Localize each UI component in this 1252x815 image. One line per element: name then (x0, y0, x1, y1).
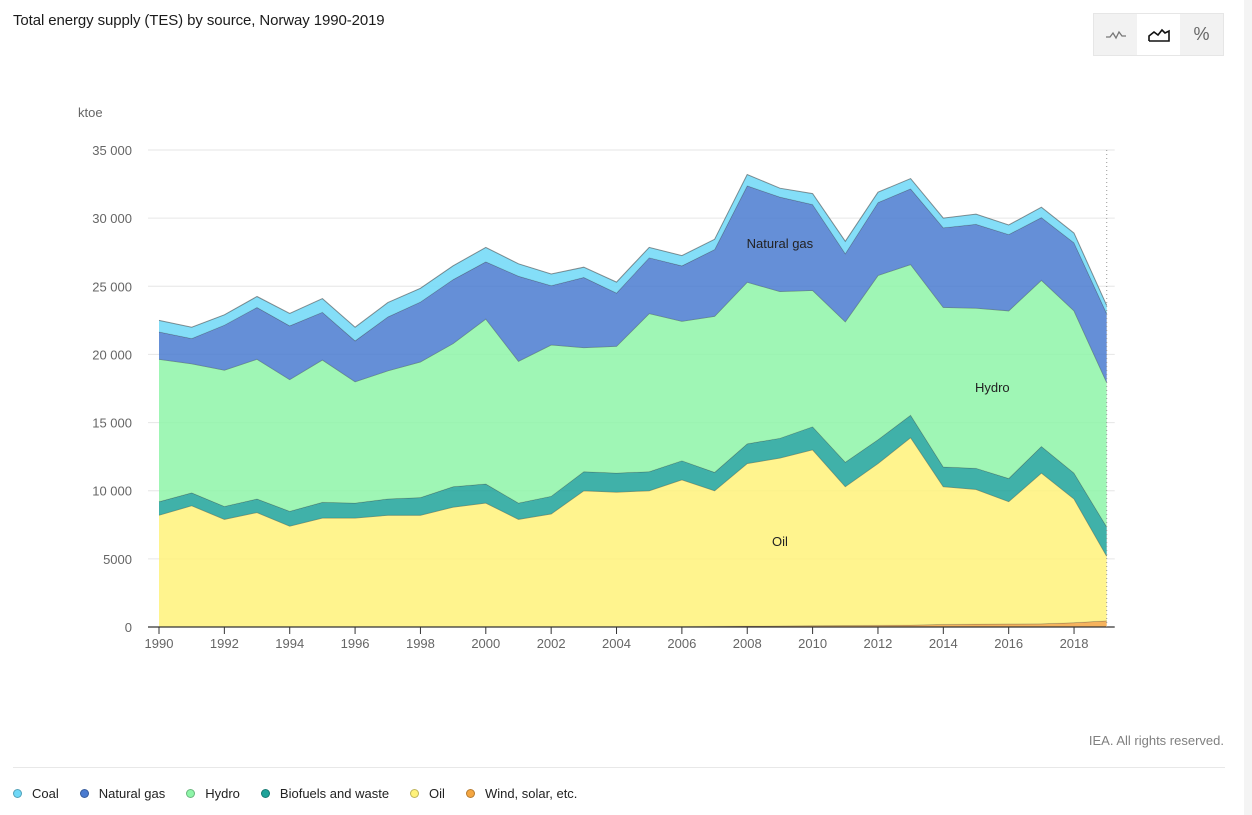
x-tick-label: 1996 (341, 636, 370, 651)
legend: Coal Natural gas Hydro Biofuels and wast… (13, 786, 598, 801)
x-tick-label: 1990 (145, 636, 174, 651)
chart-title: Total energy supply (TES) by source, Nor… (13, 12, 385, 29)
legend-divider (13, 767, 1225, 768)
legend-label: Hydro (205, 786, 240, 801)
y-tick-label: 15 000 (92, 416, 132, 431)
area-natural-gas[interactable] (159, 185, 1107, 383)
y-axis-label: ktoe (78, 105, 103, 120)
legend-item-natural-gas[interactable]: Natural gas (79, 786, 166, 801)
x-tick-label: 2004 (602, 636, 631, 651)
x-tick-label: 2010 (798, 636, 827, 651)
x-tick-label: 2014 (929, 636, 958, 651)
line-chart-icon (1105, 30, 1126, 39)
area-chart-button[interactable] (1137, 14, 1180, 55)
legend-dot-biofuels (260, 789, 270, 798)
legend-label: Biofuels and waste (279, 786, 390, 801)
x-tick-label: 2018 (1060, 636, 1089, 651)
area-oil[interactable] (159, 437, 1107, 627)
x-tick-label: 2006 (667, 636, 696, 651)
x-tick-label: 2008 (733, 636, 762, 651)
legend-item-oil[interactable]: Oil (410, 786, 445, 801)
legend-label: Coal (32, 786, 59, 801)
area-chart: ktoe 0 5000 10 000 15 000 20 000 25 000 30 000… (78, 105, 1115, 651)
legend-dot-natural-gas (79, 789, 89, 798)
chart-type-toggle: % (1093, 13, 1224, 56)
y-tick-label: 5000 (103, 552, 132, 567)
x-tick-label: 1992 (210, 636, 239, 651)
line-chart-button[interactable] (1094, 14, 1137, 55)
x-tick-label: 2000 (471, 636, 500, 651)
area-edge-coal (158, 173, 1108, 328)
area-chart-icon (1147, 28, 1170, 42)
x-tick-label: 1998 (406, 636, 435, 651)
annotation-natural-gas: Natural gas (747, 236, 814, 251)
legend-item-wind-solar[interactable]: Wind, solar, etc. (465, 786, 578, 801)
legend-dot-coal (13, 789, 22, 798)
annotation-hydro: Hydro (975, 380, 1010, 395)
x-tick-label: 1994 (275, 636, 304, 651)
x-tick-label: 2002 (537, 636, 566, 651)
x-tick-label: 2012 (863, 636, 892, 651)
percent-button[interactable]: % (1180, 14, 1223, 55)
area-hydro[interactable] (159, 264, 1107, 527)
area-biofuels-and-waste[interactable] (159, 415, 1107, 557)
legend-dot-hydro (186, 789, 196, 798)
axes: 1990 1992 1994 1996 1998 2000 2002 2004 2006 2008… (145, 150, 1115, 651)
y-tick-label: 0 (125, 620, 132, 635)
y-tick-label: 10 000 (92, 484, 132, 499)
legend-item-hydro[interactable]: Hydro (186, 786, 240, 801)
legend-label: Oil (429, 786, 445, 801)
y-tick-label: 35 000 (92, 143, 132, 158)
legend-label: Wind, solar, etc. (484, 786, 578, 801)
annotations: Natural gas Hydro Oil (747, 236, 1010, 549)
y-tick-label: 30 000 (92, 211, 132, 226)
y-tick-label: 20 000 (92, 347, 132, 362)
legend-item-coal[interactable]: Coal (13, 786, 59, 801)
y-tick-label: 25 000 (92, 279, 132, 294)
area-series (158, 173, 1108, 628)
legend-label: Natural gas (98, 786, 166, 801)
legend-item-biofuels[interactable]: Biofuels and waste (260, 786, 390, 801)
legend-dot-wind-solar (465, 789, 475, 798)
copyright-credit: IEA. All rights reserved. (1088, 733, 1224, 748)
annotation-oil: Oil (772, 534, 788, 549)
x-tick-label: 2016 (994, 636, 1023, 651)
scrollbar-track[interactable] (1244, 0, 1252, 815)
legend-dot-oil (410, 789, 420, 798)
percent-icon: % (1193, 24, 1210, 44)
